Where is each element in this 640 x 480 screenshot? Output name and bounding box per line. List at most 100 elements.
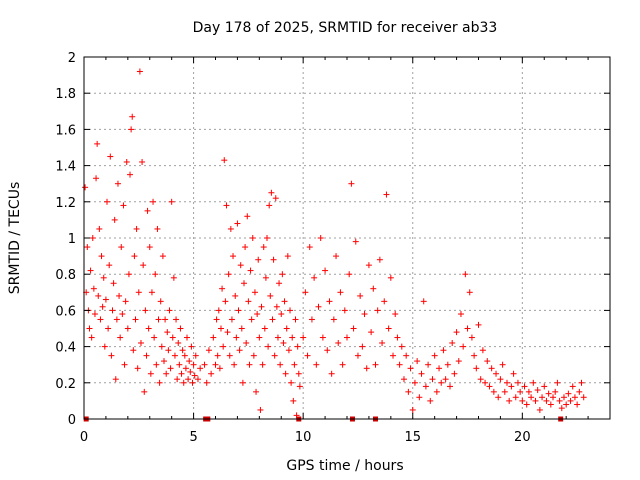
data-point (344, 334, 350, 341)
data-point (168, 198, 175, 205)
y-tick-label: 0.8 (55, 268, 76, 283)
data-point (429, 376, 436, 383)
data-point (215, 307, 222, 314)
data-point (482, 379, 489, 386)
data-point (291, 361, 298, 368)
axis-ticks (83, 56, 610, 420)
data-point (359, 343, 366, 350)
data-point (225, 271, 232, 278)
data-point (322, 267, 329, 274)
data-point (468, 334, 475, 341)
data-point (124, 325, 131, 332)
data-point (151, 334, 158, 341)
data-point (390, 352, 397, 359)
data-point (292, 316, 299, 323)
data-point (127, 171, 134, 178)
data-point (257, 406, 264, 413)
data-point (550, 394, 557, 401)
data-point (251, 289, 258, 296)
data-point (87, 267, 94, 274)
data-point (348, 180, 355, 187)
x-tick-label: 20 (514, 430, 531, 445)
data-point (171, 352, 178, 359)
data-point (203, 379, 210, 386)
data-point (341, 307, 348, 314)
data-point (457, 311, 464, 318)
data-point (153, 361, 160, 368)
data-point (455, 358, 462, 365)
y-tick-label: 1.4 (55, 160, 76, 175)
data-point (259, 361, 266, 368)
data-point (236, 347, 243, 354)
data-point (118, 244, 125, 251)
data-point (177, 325, 184, 332)
data-point (534, 387, 541, 394)
data-point (368, 329, 375, 336)
data-point (554, 379, 561, 386)
data-point (447, 383, 454, 390)
data-point (281, 298, 288, 305)
data-point (272, 195, 279, 202)
data-point (396, 361, 403, 368)
data-point (274, 334, 281, 341)
data-point (133, 225, 140, 232)
data-point (244, 213, 251, 220)
data-point (173, 316, 180, 323)
data-point (354, 352, 361, 359)
data-point (405, 388, 412, 395)
data-point (499, 361, 506, 368)
data-point (495, 394, 502, 401)
y-tick-label: 1 (68, 232, 76, 247)
data-point (493, 370, 500, 377)
data-point (137, 339, 144, 346)
plot-points (82, 68, 587, 419)
data-point (528, 394, 535, 401)
data-point (223, 202, 230, 209)
data-point (228, 316, 235, 323)
data-point (381, 298, 388, 305)
data-point (330, 316, 337, 323)
data-point (576, 388, 583, 395)
y-tick-label: 1.6 (55, 123, 76, 138)
data-point (180, 379, 187, 386)
data-point (152, 271, 159, 278)
data-point (107, 153, 114, 160)
data-point (532, 397, 539, 404)
data-point (501, 388, 508, 395)
data-point (160, 358, 167, 365)
data-point (277, 361, 284, 368)
data-point (148, 289, 155, 296)
data-point (182, 365, 189, 372)
x-axis-title: GPS time / hours (286, 458, 403, 474)
data-point (253, 388, 260, 395)
data-point (453, 329, 460, 336)
data-point (155, 316, 162, 323)
data-point (235, 307, 242, 314)
data-point (466, 289, 473, 296)
chart-title: Day 178 of 2025, SRMTID for receiver ab3… (193, 20, 498, 36)
data-point (129, 113, 136, 120)
data-point (130, 347, 137, 354)
data-point (134, 365, 141, 372)
data-point (379, 339, 386, 346)
y-tick-labels: 0 0.2 0.4 0.6 0.8 1 1.2 1.4 1.6 1.8 2 (55, 51, 76, 428)
data-point (266, 202, 273, 209)
data-point (224, 329, 231, 336)
data-point (438, 379, 445, 386)
data-point (95, 292, 102, 299)
data-point (558, 405, 565, 412)
data-point (179, 347, 186, 354)
data-point (192, 352, 199, 359)
data-point (246, 361, 253, 368)
data-point (82, 184, 89, 191)
data-point (208, 370, 215, 377)
data-point (104, 198, 111, 205)
data-point (185, 376, 192, 383)
data-point (187, 368, 194, 375)
data-point (119, 311, 126, 318)
data-point (319, 334, 326, 341)
data-point (506, 397, 513, 404)
data-point (249, 235, 256, 241)
data-point (503, 379, 510, 386)
data-point (144, 207, 151, 214)
